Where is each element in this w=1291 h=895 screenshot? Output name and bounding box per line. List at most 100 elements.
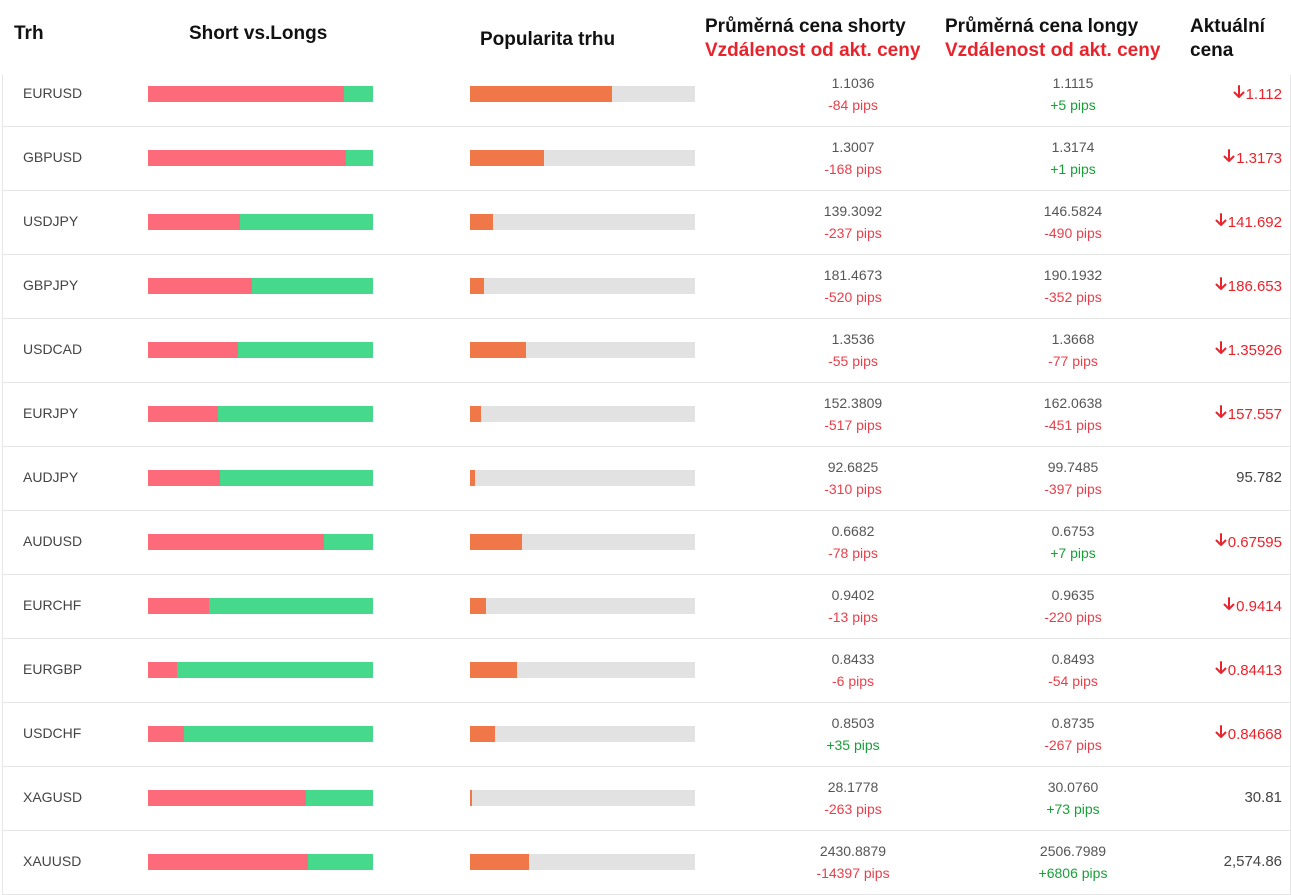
avg-long-distance: -220 pips [1044,609,1102,625]
table-row[interactable]: USDCAD 1.3536 -55 pips 1.3668 -77 pips 1.3592… [3,319,1290,383]
table-row[interactable]: USDCHF 0.8503 +35 pips 0.8735 -267 pips 0.846… [3,703,1290,767]
avg-long-distance: -451 pips [1044,417,1102,433]
short-segment [148,470,220,486]
avg-long-cell: 162.0638 -451 pips [973,392,1173,436]
long-segment [240,214,373,230]
avg-short-price: 2430.8879 [819,843,887,859]
pair-name[interactable]: AUDJPY [23,469,79,485]
table-row[interactable]: USDJPY 139.3092 -237 pips 146.5824 -490 pips… [3,191,1290,255]
long-segment [307,854,373,870]
current-price-cell: 186.653 [1172,277,1282,295]
popularity-fill [470,406,482,422]
pair-name[interactable]: AUDUSD [23,533,83,549]
current-price-cell: 95.782 [1172,469,1282,486]
table-header: Trh Short vs.Longs Popularita trhu Průmě… [0,0,1291,75]
table-row[interactable]: EURGBP 0.8433 -6 pips 0.8493 -54 pips 0.84413 [3,639,1290,703]
table-row[interactable]: EURUSD 1.1036 -84 pips 1.1115 +5 pips 1.112 [3,62,1290,127]
current-price: 0.84668 [1227,726,1282,743]
pair-name[interactable]: EURJPY [23,405,79,421]
avg-short-price: 1.3007 [831,139,875,155]
table-row[interactable]: XAUUSD 2430.8879 -14397 pips 2506.7989 +6806… [3,831,1290,895]
table-row[interactable]: AUDUSD 0.6682 -78 pips 0.6753 +7 pips 0.67595 [3,511,1290,575]
pair-name[interactable]: USDJPY [23,213,79,229]
popularity-bar [470,406,695,422]
avg-short-price: 139.3092 [823,203,883,219]
avg-short-price: 28.1778 [827,779,879,795]
table-row[interactable]: EURCHF 0.9402 -13 pips 0.9635 -220 pips 0.941… [3,575,1290,639]
avg-long-price: 146.5824 [1043,203,1103,219]
avg-short-cell: 0.8503 +35 pips [753,712,953,756]
popularity-bar [470,150,695,166]
avg-long-distance: -352 pips [1044,289,1102,305]
avg-long-distance: +1 pips [1050,161,1096,177]
short-long-bar [148,406,373,422]
short-segment [148,726,184,742]
avg-long-cell: 0.6753 +7 pips [973,520,1173,564]
short-segment [148,406,218,422]
header-avg-short: Průměrná cena shorty Vzdálenost od akt. … [705,15,920,63]
popularity-fill [470,86,612,102]
pair-name[interactable]: EURCHF [23,597,82,613]
table-row[interactable]: AUDJPY 92.6825 -310 pips 99.7485 -397 pips 95… [3,447,1290,511]
pair-name[interactable]: XAGUSD [23,789,83,805]
avg-short-cell: 152.3809 -517 pips [753,392,953,436]
avg-short-price: 181.4673 [823,267,883,283]
avg-short-distance: -78 pips [828,545,878,561]
avg-short-cell: 1.3007 -168 pips [753,136,953,180]
short-long-bar [148,86,373,102]
long-segment [323,534,373,550]
avg-long-cell: 190.1932 -352 pips [973,264,1173,308]
short-long-bar [148,150,373,166]
avg-long-distance: +73 pips [1046,801,1100,817]
short-long-bar [148,342,373,358]
avg-short-distance: -84 pips [828,97,878,113]
current-price-cell: 141.692 [1172,213,1282,231]
short-segment [148,342,238,358]
current-price: 95.782 [1236,469,1282,486]
table-row[interactable]: GBPUSD 1.3007 -168 pips 1.3174 +1 pips 1.3173 [3,127,1290,191]
avg-short-cell: 139.3092 -237 pips [753,200,953,244]
table-row[interactable]: EURJPY 152.3809 -517 pips 162.0638 -451 pips… [3,383,1290,447]
arrow-down-icon [1223,597,1235,610]
current-price: 1.112 [1245,86,1282,103]
avg-long-cell: 146.5824 -490 pips [973,200,1173,244]
avg-long-price: 30.0760 [1047,779,1099,795]
pair-name[interactable]: GBPJPY [23,277,79,293]
avg-long-price: 0.9635 [1051,587,1095,603]
header-avg-short-title: Průměrná cena shorty [705,16,906,37]
pair-name[interactable]: USDCAD [23,341,83,357]
avg-long-distance: +5 pips [1050,97,1096,113]
table-row[interactable]: XAGUSD 28.1778 -263 pips 30.0760 +73 pips 30.… [3,767,1290,831]
long-segment [184,726,373,742]
current-price-cell: 0.9414 [1172,597,1282,615]
header-avg-long: Průměrná cena longy Vzdálenost od akt. c… [945,15,1160,63]
pair-name[interactable]: USDCHF [23,725,82,741]
current-price-cell: 157.557 [1172,405,1282,423]
long-segment [305,790,373,806]
avg-long-distance: +7 pips [1050,545,1096,561]
arrow-down-icon [1215,213,1227,226]
long-segment [238,342,373,358]
current-price: 2,574.86 [1223,853,1282,870]
pair-name[interactable]: GBPUSD [23,149,83,165]
avg-long-cell: 1.3174 +1 pips [973,136,1173,180]
long-segment [208,598,373,614]
short-long-bar [148,854,373,870]
avg-long-distance: -397 pips [1044,481,1102,497]
pair-name[interactable]: EURGBP [23,661,83,677]
arrow-down-icon [1233,85,1245,98]
popularity-bar [470,86,695,102]
arrow-down-icon [1215,405,1227,418]
avg-short-cell: 0.6682 -78 pips [753,520,953,564]
pair-name[interactable]: XAUUSD [23,853,82,869]
avg-long-cell: 1.3668 -77 pips [973,328,1173,372]
header-current-line2: cena [1190,40,1234,61]
avg-long-price: 0.6753 [1051,523,1095,539]
short-long-bar [148,726,373,742]
short-segment [148,534,324,550]
avg-short-cell: 28.1778 -263 pips [753,776,953,820]
current-price-cell: 1.3173 [1172,149,1282,167]
pair-name[interactable]: EURUSD [23,85,83,101]
avg-long-distance: -77 pips [1048,353,1098,369]
table-row[interactable]: GBPJPY 181.4673 -520 pips 190.1932 -352 pips… [3,255,1290,319]
